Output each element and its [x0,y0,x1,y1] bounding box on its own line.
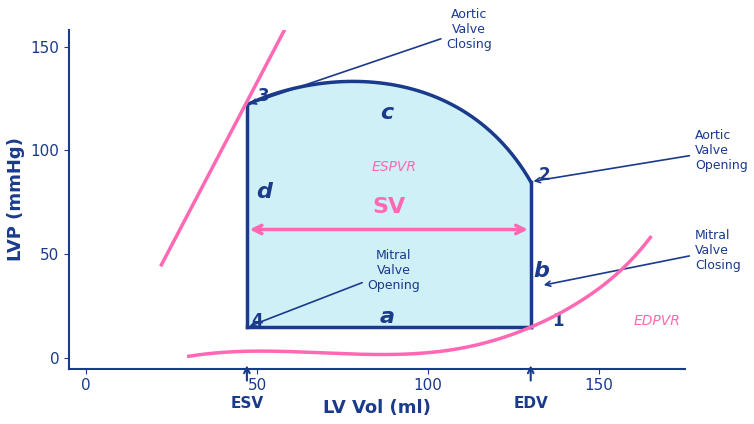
Text: a: a [379,307,394,327]
Text: c: c [381,103,394,123]
Text: Aortic
Valve
Opening: Aortic Valve Opening [535,129,747,183]
Text: 4: 4 [251,312,263,330]
Y-axis label: LVP (mmHg): LVP (mmHg) [7,137,25,261]
Text: ESPVR: ESPVR [372,160,416,174]
Text: 1: 1 [552,312,564,330]
Text: EDPVR: EDPVR [633,314,680,328]
Polygon shape [247,81,531,327]
Text: 3: 3 [258,87,270,106]
Text: b: b [533,261,549,281]
Text: 2: 2 [538,167,550,184]
Text: ESV: ESV [230,396,263,411]
Text: d: d [256,182,272,202]
Text: Mitral
Valve
Opening: Mitral Valve Opening [251,249,420,326]
X-axis label: LV Vol (ml): LV Vol (ml) [323,399,431,417]
Text: SV: SV [372,197,406,217]
Text: Mitral
Valve
Closing: Mitral Valve Closing [545,229,740,286]
Text: Aortic
Valve
Closing: Aortic Valve Closing [251,8,492,104]
Text: EDV: EDV [513,396,548,411]
